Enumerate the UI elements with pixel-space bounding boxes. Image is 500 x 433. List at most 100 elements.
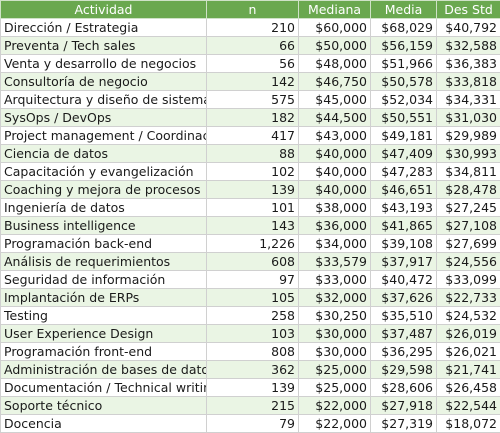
cell-actividad: User Experience Design	[1, 325, 207, 343]
cell-desstd: $33,818	[437, 73, 500, 91]
cell-n: 56	[207, 55, 299, 73]
cell-media: $49,181	[371, 127, 437, 145]
table-header-row: Actividad n Mediana Media Des Std	[1, 1, 500, 19]
cell-media: $68,029	[371, 19, 437, 37]
cell-mediana: $30,000	[299, 343, 371, 361]
cell-media: $47,409	[371, 145, 437, 163]
header-mediana[interactable]: Mediana	[299, 1, 371, 19]
cell-actividad: Business intelligence	[1, 217, 207, 235]
cell-desstd: $36,383	[437, 55, 500, 73]
cell-mediana: $40,000	[299, 145, 371, 163]
cell-desstd: $24,532	[437, 307, 500, 325]
cell-actividad: Project management / Coordinación	[1, 127, 207, 145]
cell-n: 139	[207, 181, 299, 199]
cell-n: 575	[207, 91, 299, 109]
cell-desstd: $24,556	[437, 253, 500, 271]
cell-desstd: $21,741	[437, 361, 500, 379]
cell-n: 182	[207, 109, 299, 127]
cell-desstd: $18,072	[437, 415, 500, 433]
cell-mediana: $34,000	[299, 235, 371, 253]
cell-media: $50,578	[371, 73, 437, 91]
cell-actividad: SysOps / DevOps	[1, 109, 207, 127]
cell-actividad: Administración de bases de datos	[1, 361, 207, 379]
cell-media: $35,510	[371, 307, 437, 325]
cell-actividad: Documentación / Technical writing	[1, 379, 207, 397]
cell-n: 79	[207, 415, 299, 433]
cell-mediana: $45,000	[299, 91, 371, 109]
header-media[interactable]: Media	[371, 1, 437, 19]
cell-n: 142	[207, 73, 299, 91]
cell-media: $52,034	[371, 91, 437, 109]
cell-desstd: $29,989	[437, 127, 500, 145]
cell-n: 101	[207, 199, 299, 217]
cell-media: $37,487	[371, 325, 437, 343]
cell-media: $27,918	[371, 397, 437, 415]
cell-actividad: Ingeniería de datos	[1, 199, 207, 217]
cell-mediana: $40,000	[299, 163, 371, 181]
cell-mediana: $30,000	[299, 325, 371, 343]
cell-desstd: $40,792	[437, 19, 500, 37]
cell-desstd: $32,588	[437, 37, 500, 55]
cell-media: $50,551	[371, 109, 437, 127]
cell-n: 139	[207, 379, 299, 397]
cell-actividad: Programación front-end	[1, 343, 207, 361]
cell-mediana: $33,000	[299, 271, 371, 289]
cell-mediana: $43,000	[299, 127, 371, 145]
cell-desstd: $33,099	[437, 271, 500, 289]
cell-actividad: Arquitectura y diseño de sistemas	[1, 91, 207, 109]
cell-desstd: $22,733	[437, 289, 500, 307]
cell-actividad: Consultoría de negocio	[1, 73, 207, 91]
cell-n: 97	[207, 271, 299, 289]
cell-actividad: Preventa / Tech sales	[1, 37, 207, 55]
cell-desstd: $30,993	[437, 145, 500, 163]
cell-media: $41,865	[371, 217, 437, 235]
cell-desstd: $27,699	[437, 235, 500, 253]
cell-actividad: Venta y desarrollo de negocios	[1, 55, 207, 73]
cell-actividad: Implantación de ERPs	[1, 289, 207, 307]
cell-actividad: Coaching y mejora de procesos	[1, 181, 207, 199]
header-actividad[interactable]: Actividad	[1, 1, 207, 19]
header-n[interactable]: n	[207, 1, 299, 19]
cell-mediana: $50,000	[299, 37, 371, 55]
cell-desstd: $26,458	[437, 379, 500, 397]
cell-n: 102	[207, 163, 299, 181]
cell-mediana: $22,000	[299, 415, 371, 433]
cell-mediana: $32,000	[299, 289, 371, 307]
cell-media: $37,917	[371, 253, 437, 271]
cell-desstd: $26,021	[437, 343, 500, 361]
cell-desstd: $26,019	[437, 325, 500, 343]
cell-n: 362	[207, 361, 299, 379]
cell-n: 215	[207, 397, 299, 415]
cell-media: $43,193	[371, 199, 437, 217]
cell-n: 1,226	[207, 235, 299, 253]
cell-media: $29,598	[371, 361, 437, 379]
cell-n: 210	[207, 19, 299, 37]
cell-mediana: $40,000	[299, 181, 371, 199]
cell-n: 103	[207, 325, 299, 343]
header-desstd[interactable]: Des Std	[437, 1, 500, 19]
cell-desstd: $22,544	[437, 397, 500, 415]
cell-media: $39,108	[371, 235, 437, 253]
cell-desstd: $27,108	[437, 217, 500, 235]
cell-n: 808	[207, 343, 299, 361]
cell-actividad: Seguridad de información	[1, 271, 207, 289]
cell-actividad: Ciencia de datos	[1, 145, 207, 163]
cell-desstd: $34,811	[437, 163, 500, 181]
cell-mediana: $33,579	[299, 253, 371, 271]
cell-actividad: Testing	[1, 307, 207, 325]
cell-mediana: $22,000	[299, 397, 371, 415]
cell-n: 608	[207, 253, 299, 271]
